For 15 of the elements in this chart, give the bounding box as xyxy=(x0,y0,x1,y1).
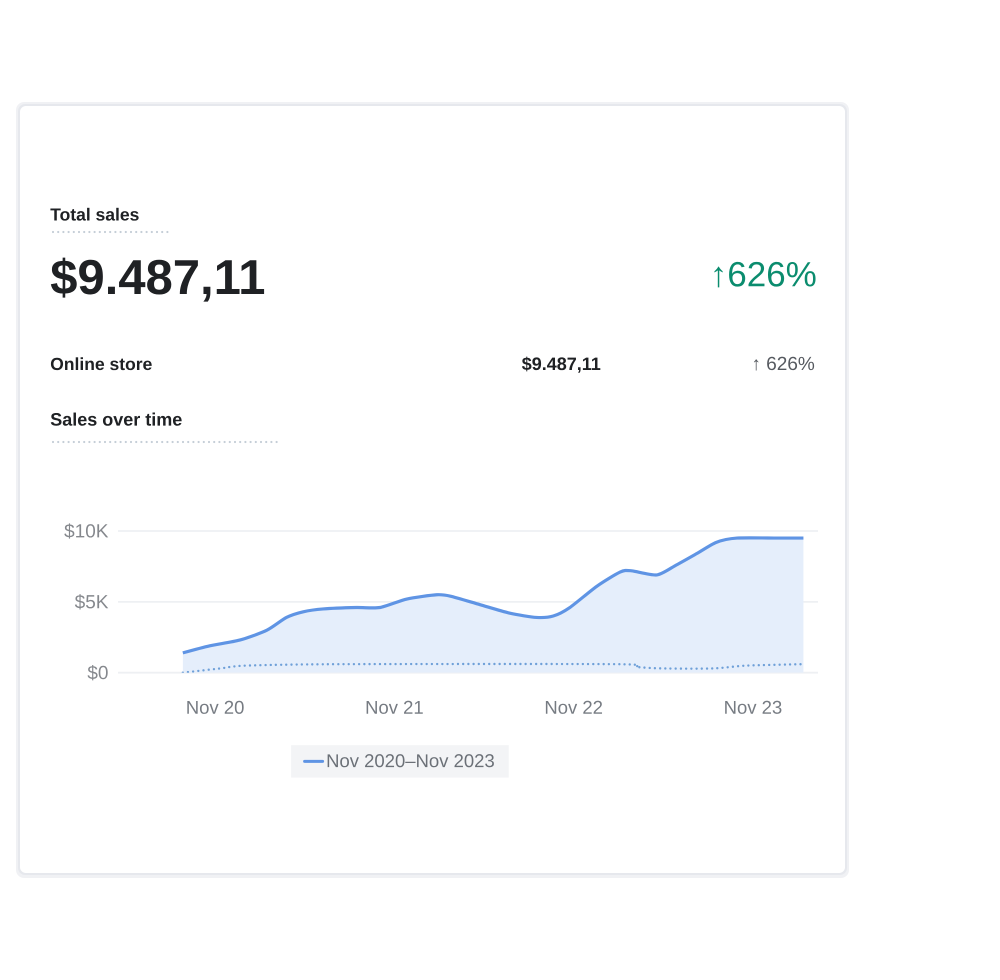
y-tick-label: $0 xyxy=(88,665,108,680)
chart-title: Sales over time xyxy=(50,412,182,426)
text: Total sales xyxy=(50,208,139,221)
x-tick-label: Nov 21 xyxy=(366,700,423,714)
text: $9.487,11 xyxy=(522,356,600,373)
x-tick-label: Nov 23 xyxy=(725,700,782,714)
y-tick-label: $5K xyxy=(74,594,108,610)
text: ↑ 626% xyxy=(754,356,814,371)
x-tick-label: Nov 22 xyxy=(546,700,602,714)
y-tick-label: $10K xyxy=(64,523,108,539)
legend-label: Nov 2020–Nov 2023 xyxy=(328,754,494,768)
text: $9.487,11 xyxy=(50,258,264,302)
text: Online store xyxy=(50,357,152,370)
x-tick-label: Nov 20 xyxy=(187,700,244,714)
text: ↑626% xyxy=(714,262,816,288)
